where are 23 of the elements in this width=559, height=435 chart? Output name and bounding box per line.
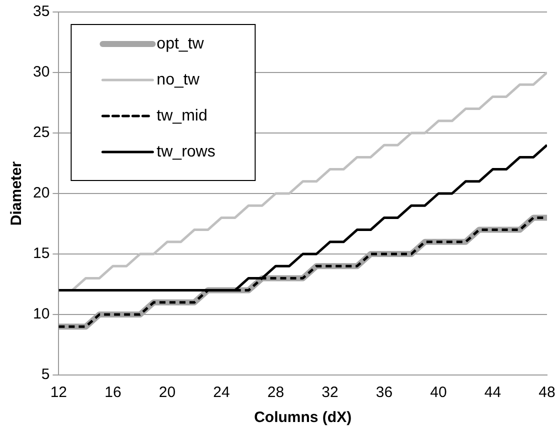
x-tick-label: 44 <box>484 384 502 402</box>
x-tick-label: 24 <box>213 384 230 402</box>
y-tick-label: 10 <box>32 306 50 323</box>
legend-label: tw_mid <box>156 107 208 124</box>
legend-label: opt_tw <box>156 35 204 52</box>
y-tick-label: 25 <box>32 124 50 142</box>
legend-label: no_tw <box>156 71 200 88</box>
x-tick-label: 48 <box>538 384 556 402</box>
x-tick-label: 12 <box>50 384 68 402</box>
x-tick-label: 16 <box>104 384 122 402</box>
x-tick-label: 36 <box>376 384 393 402</box>
y-tick-label: 35 <box>32 3 50 20</box>
y-tick-label: 15 <box>32 245 50 262</box>
x-axis-title: Columns (dX) <box>254 409 352 426</box>
x-tick-label: 28 <box>267 384 284 402</box>
y-tick-label: 5 <box>41 366 50 384</box>
x-tick-label: 32 <box>322 384 338 402</box>
y-tick-label: 20 <box>32 184 50 202</box>
y-axis-title: Diameter <box>8 161 26 226</box>
legend-label: tw_rows <box>156 143 216 160</box>
x-tick-label: 40 <box>430 384 447 402</box>
x-tick-label: 20 <box>158 384 176 402</box>
y-tick-label: 30 <box>32 64 50 81</box>
